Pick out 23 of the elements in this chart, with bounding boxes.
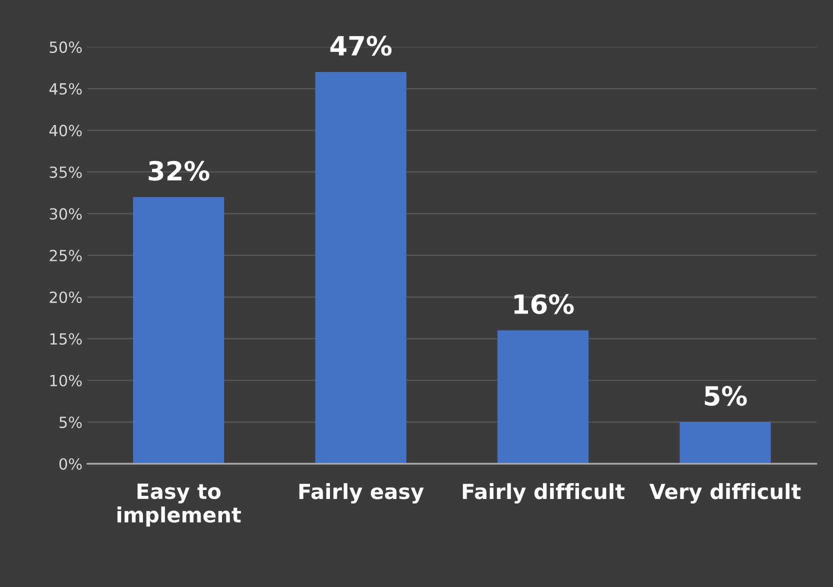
y-tick-label: 20%	[50, 291, 82, 304]
y-tick-label: 5%	[60, 416, 82, 428]
y-tick-label: 45%	[49, 83, 82, 95]
y-tick-label: 15%	[50, 333, 82, 345]
bar	[680, 422, 771, 464]
x-tick-label: Fairly difficult	[462, 483, 625, 504]
data-label: 32%	[148, 160, 210, 181]
bar	[497, 330, 589, 464]
y-tick-label: 35%	[50, 166, 82, 178]
y-tick-label: 40%	[49, 124, 82, 136]
x-tick-label: Easy to implement	[117, 484, 241, 527]
x-tick-label: Very difficult	[649, 483, 801, 504]
y-tick-label: 10%	[50, 374, 82, 386]
data-label: 16%	[514, 294, 574, 314]
y-tick-label: 25%	[50, 250, 82, 262]
data-label: 47%	[330, 36, 392, 56]
data-label: 5%	[704, 386, 747, 406]
y-tick-label: 0%	[59, 458, 82, 470]
y-tick-label: 50%	[50, 41, 82, 53]
bar	[133, 196, 224, 464]
bar	[315, 72, 406, 464]
x-tick-label: Fairly easy	[299, 483, 424, 504]
y-tick-label: 30%	[50, 208, 82, 220]
